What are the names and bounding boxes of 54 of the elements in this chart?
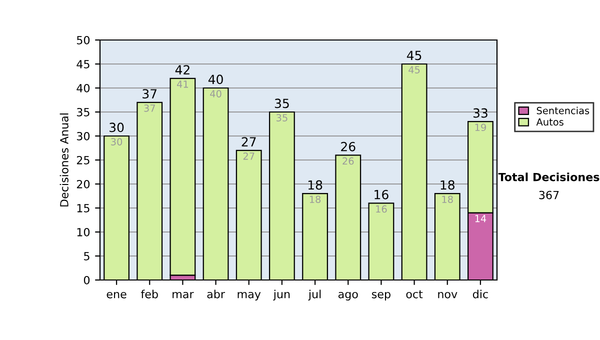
x-tick-label: sep xyxy=(372,292,390,300)
x-tick-label: jun xyxy=(273,290,290,300)
data-label: 18 xyxy=(310,196,321,204)
total-label: 33 xyxy=(473,108,488,118)
x-tick-label: may xyxy=(238,292,261,300)
x-tick-label: dic xyxy=(472,290,488,298)
data-label: 45 xyxy=(408,66,420,74)
y-tick-label: 5 xyxy=(84,252,90,260)
y-tick-label: 35 xyxy=(76,108,90,116)
total-label: 30 xyxy=(110,122,124,132)
data-label: 19 xyxy=(475,124,486,132)
total-label: 35 xyxy=(274,98,289,108)
total-label: 42 xyxy=(175,65,190,74)
x-tick-label: nov xyxy=(438,292,458,298)
y-tick-label: 20 xyxy=(76,180,90,188)
x-tick-label: mar xyxy=(172,292,194,298)
data-label: 35 xyxy=(276,114,288,122)
x-tick-label: feb xyxy=(140,290,158,298)
total-label: 26 xyxy=(341,142,356,152)
data-label: 26 xyxy=(342,157,354,165)
x-tick-label: oct xyxy=(406,290,423,298)
y-tick-label: 0 xyxy=(84,276,90,284)
data-label: 16 xyxy=(376,205,387,213)
text: 367 xyxy=(539,190,559,200)
total-label: 40 xyxy=(208,74,223,84)
data-label: 30 xyxy=(111,138,122,146)
data-label: 37 xyxy=(144,104,155,112)
legend-label: Sentencias xyxy=(536,106,590,114)
data-label: 41 xyxy=(177,80,188,88)
legend-label: Autos xyxy=(536,118,564,126)
y-tick-label: 50 xyxy=(76,36,90,44)
total-label: 37 xyxy=(142,89,157,99)
total-label: 45 xyxy=(406,50,422,60)
x-tick-label: ene xyxy=(106,292,126,298)
data-label: 18 xyxy=(442,196,453,204)
x-tick-label: ago xyxy=(338,292,358,300)
total-label: 18 xyxy=(308,180,322,190)
y-tick-label: 10 xyxy=(77,228,90,236)
data-label: 40 xyxy=(210,90,222,98)
y-tick-label: 45 xyxy=(76,60,90,68)
total-label: 27 xyxy=(242,137,256,146)
x-tick-label: abr xyxy=(207,290,226,298)
y-tick-label: 40 xyxy=(76,84,90,92)
y-axis-title: Decisiones Anual xyxy=(60,114,68,206)
data-label: 27 xyxy=(243,152,254,160)
total-label: 16 xyxy=(374,190,388,200)
y-tick-label: 15 xyxy=(77,204,90,212)
y-tick-label: 25 xyxy=(76,156,90,164)
y-tick-label: 30 xyxy=(76,132,90,140)
data-label: 14 xyxy=(475,215,486,222)
bar xyxy=(170,78,196,276)
x-tick-label: jul xyxy=(308,290,321,300)
text: Total Decisiones xyxy=(498,172,600,182)
total-label: 18 xyxy=(440,180,454,190)
